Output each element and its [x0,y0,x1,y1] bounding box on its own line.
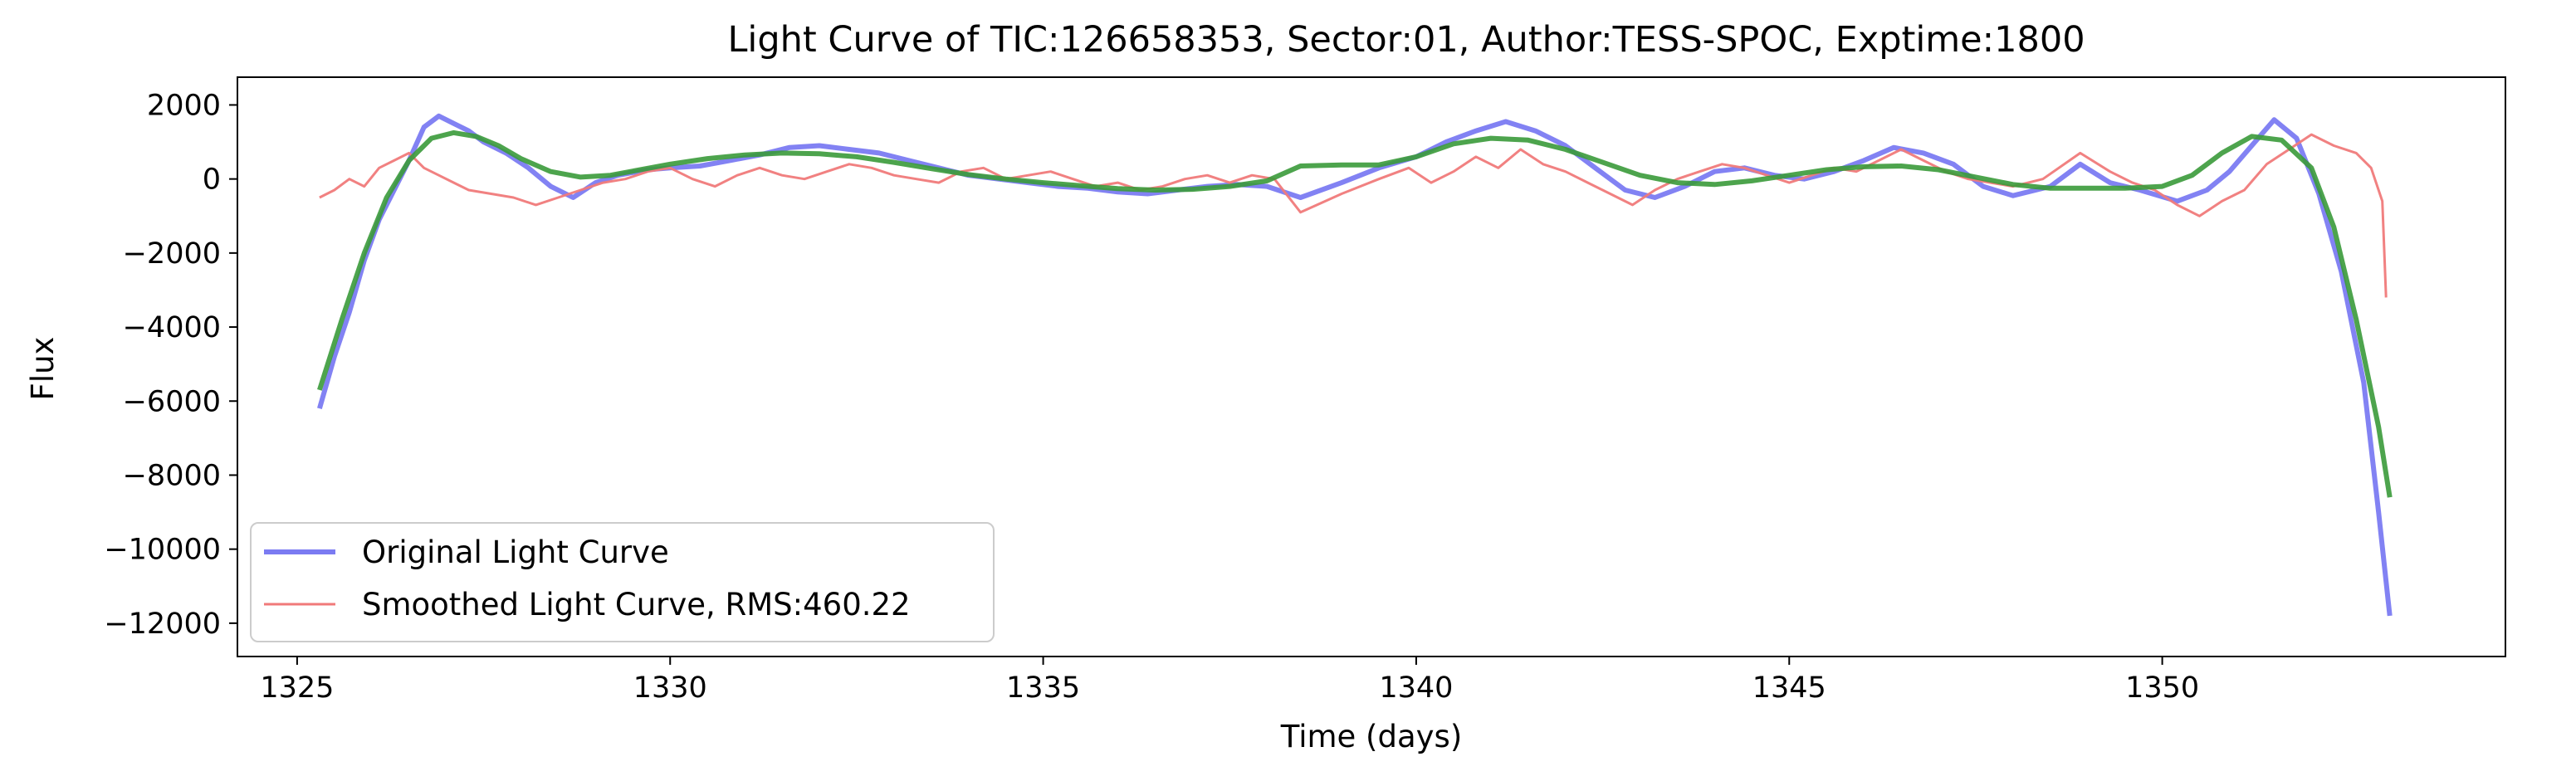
x-tick-label: 1335 [1006,671,1080,705]
y-tick-label: −4000 [123,311,221,344]
x-tick-label: 1345 [1752,671,1826,705]
legend: Original Light Curve Smoothed Light Curv… [250,522,995,642]
y-tick-label: 2000 [147,89,221,122]
y-tick-label: −12000 [104,608,221,641]
series-layer [317,113,2393,617]
y-tick-label: −6000 [123,385,221,418]
x-tick-label: 1330 [633,671,707,705]
legend-entry-original: Original Light Curve [362,534,669,570]
series-trend-fit [317,129,2393,498]
y-axis: 2000 0 −2000 −4000 −6000 −8000 −10000 −12000 [104,89,237,641]
legend-frame [250,522,995,642]
y-tick-label: −8000 [123,459,221,492]
chart-title: Light Curve of TIC:126658353, Sector:01,… [727,19,2085,61]
x-tick-label: 1350 [2125,671,2199,705]
x-tick-label: 1340 [1379,671,1453,705]
legend-entry-smoothed: Smoothed Light Curve, RMS:460.22 [362,587,911,622]
y-tick-label: 0 [203,164,221,197]
y-axis-label: Flux [25,337,61,401]
plot-area-frame [237,76,2506,657]
x-axis-label: Time (days) [1280,719,1463,754]
x-tick-label: 1325 [260,671,334,705]
series-original-light-curve [317,113,2393,617]
x-axis: 1325 1330 1335 1340 1345 1350 [260,657,2199,705]
y-tick-label: −2000 [123,237,221,271]
series-smoothed-light-curve [319,133,2388,298]
y-tick-label: −10000 [104,534,221,567]
